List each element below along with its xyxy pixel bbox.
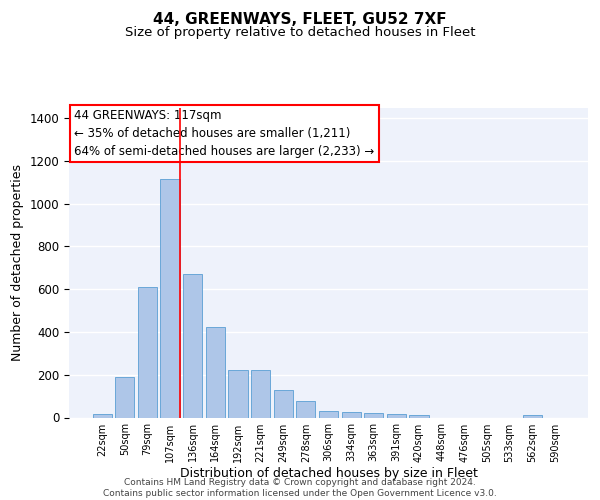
- Bar: [138, 287, 157, 418]
- Bar: [387, 414, 406, 418]
- Bar: [229, 370, 248, 418]
- Bar: [160, 179, 180, 418]
- Bar: [206, 326, 225, 418]
- Bar: [341, 412, 361, 418]
- Text: Contains HM Land Registry data © Crown copyright and database right 2024.
Contai: Contains HM Land Registry data © Crown c…: [103, 478, 497, 498]
- Bar: [296, 402, 316, 417]
- Text: 44 GREENWAYS: 117sqm
← 35% of detached houses are smaller (1,211)
64% of semi-de: 44 GREENWAYS: 117sqm ← 35% of detached h…: [74, 109, 374, 158]
- Bar: [409, 416, 428, 418]
- Bar: [523, 416, 542, 418]
- Bar: [319, 411, 338, 418]
- Bar: [92, 414, 112, 418]
- X-axis label: Distribution of detached houses by size in Fleet: Distribution of detached houses by size …: [179, 468, 478, 480]
- Bar: [274, 390, 293, 417]
- Text: Size of property relative to detached houses in Fleet: Size of property relative to detached ho…: [125, 26, 475, 39]
- Bar: [251, 370, 270, 418]
- Bar: [115, 377, 134, 418]
- Text: 44, GREENWAYS, FLEET, GU52 7XF: 44, GREENWAYS, FLEET, GU52 7XF: [153, 12, 447, 28]
- Y-axis label: Number of detached properties: Number of detached properties: [11, 164, 24, 361]
- Bar: [183, 274, 202, 418]
- Bar: [364, 413, 383, 418]
